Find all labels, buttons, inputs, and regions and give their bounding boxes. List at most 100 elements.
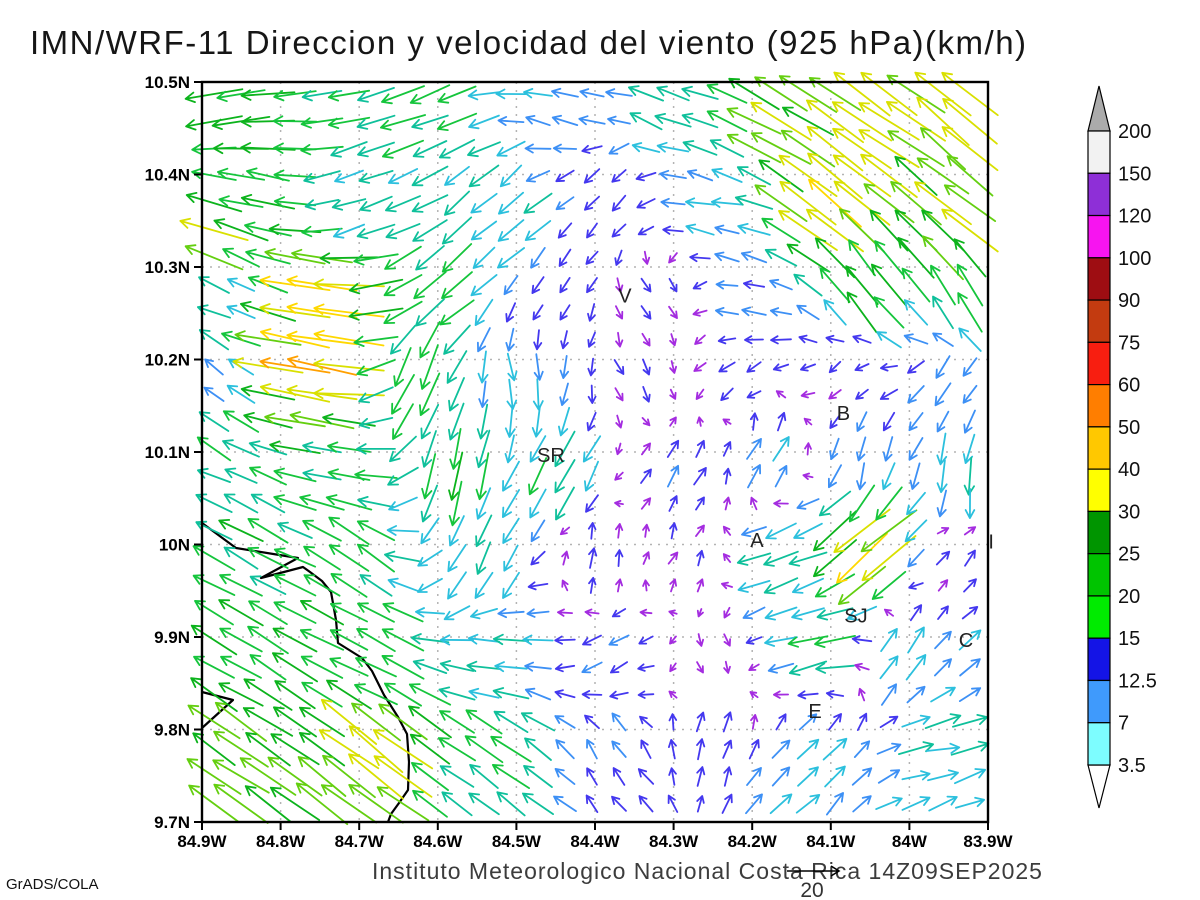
wind-arrow xyxy=(499,164,523,188)
wind-arrow xyxy=(696,416,704,427)
wind-arrow xyxy=(357,87,395,103)
wind-arrow xyxy=(611,795,627,812)
wind-arrow xyxy=(219,627,263,653)
wind-arrow xyxy=(748,739,760,760)
wind-arrow xyxy=(800,390,816,399)
wind-arrow xyxy=(583,168,601,184)
wind-arrow xyxy=(764,635,798,647)
wind-arrow xyxy=(240,194,296,210)
wind-arrow xyxy=(740,251,768,264)
wind-arrow xyxy=(813,539,857,578)
wind-arrow xyxy=(772,436,790,462)
wind-arrow xyxy=(669,662,677,673)
wind-arrow xyxy=(385,195,421,213)
wind-arrow xyxy=(828,464,842,489)
wind-arrow xyxy=(584,195,600,211)
wind-arrow xyxy=(532,304,544,321)
wind-arrow xyxy=(935,355,951,379)
wind-arrow xyxy=(894,155,938,196)
wind-arrow xyxy=(614,387,624,402)
wind-arrow xyxy=(854,363,870,372)
wind-arrow xyxy=(823,299,847,326)
wind-arrow xyxy=(667,551,679,565)
station-label: SR xyxy=(537,445,565,467)
x-tick-label: 84.1W xyxy=(806,832,856,851)
wind-arrow xyxy=(313,358,385,372)
wind-arrow xyxy=(777,411,787,432)
wind-arrow xyxy=(524,143,552,154)
wind-arrow xyxy=(579,88,605,98)
wind-arrow xyxy=(743,280,765,290)
colorbar-segment xyxy=(1087,679,1111,724)
wind-arrow xyxy=(746,767,762,786)
wind-arrow xyxy=(786,243,830,272)
wind-arrow xyxy=(934,382,952,407)
wind-arrow xyxy=(446,350,468,384)
wind-arrow xyxy=(190,624,238,656)
wind-arrow xyxy=(848,484,876,523)
wind-arrow xyxy=(218,195,264,208)
wind-arrow xyxy=(711,167,743,183)
wind-arrow xyxy=(916,157,970,195)
wind-arrow xyxy=(706,110,748,133)
colorbar-segment xyxy=(1087,722,1111,766)
wind-arrow xyxy=(408,683,452,706)
wind-arrow xyxy=(466,660,502,672)
wind-arrow xyxy=(615,305,624,320)
wind-arrow xyxy=(788,551,828,567)
wind-arrow xyxy=(319,252,379,264)
wind-arrow xyxy=(818,490,852,517)
wind-arrow xyxy=(723,766,733,787)
wind-arrow xyxy=(741,306,767,317)
wind-arrow xyxy=(385,223,421,240)
wind-arrow xyxy=(393,347,412,387)
y-tick-label: 10.1N xyxy=(145,443,190,462)
wind-arrow xyxy=(383,300,423,324)
wind-arrow xyxy=(695,439,706,458)
y-tick-label: 10.2N xyxy=(145,351,190,370)
wind-arrow xyxy=(353,253,399,266)
wind-arrow xyxy=(852,334,872,344)
wind-arrow xyxy=(413,271,447,300)
wind-arrow xyxy=(561,579,569,592)
wind-arrow xyxy=(934,630,952,650)
colorbar-label: 120 xyxy=(1118,206,1151,228)
wind-arrow xyxy=(249,466,287,486)
wind-arrow xyxy=(887,130,945,167)
wind-arrow xyxy=(822,737,848,761)
wind-arrow xyxy=(272,115,318,127)
wind-arrow xyxy=(493,710,529,733)
wind-arrow xyxy=(846,291,878,334)
wind-arrow xyxy=(465,709,503,735)
wind-arrow xyxy=(689,253,711,263)
wind-arrow xyxy=(584,460,599,492)
wind-arrow xyxy=(530,550,546,566)
wind-arrow xyxy=(803,417,813,426)
wind-arrow xyxy=(833,508,891,553)
wind-arrow xyxy=(877,769,901,784)
wind-arrow xyxy=(723,660,731,674)
wind-arrow xyxy=(642,523,650,538)
wind-arrow xyxy=(639,715,653,728)
wind-arrow xyxy=(825,334,845,344)
wind-arrow xyxy=(669,578,677,593)
wind-arrow xyxy=(213,730,269,768)
wind-arrow xyxy=(718,361,736,373)
wind-arrow xyxy=(722,418,732,426)
wind-arrow xyxy=(769,278,793,291)
wind-arrow xyxy=(497,116,525,126)
wind-arrow xyxy=(628,85,664,102)
wind-arrow xyxy=(714,251,740,263)
wind-arrow xyxy=(226,384,256,404)
wind-arrow xyxy=(669,635,677,645)
wind-arrow xyxy=(582,435,602,463)
wind-arrow xyxy=(384,682,422,707)
wind-arrow xyxy=(656,141,690,153)
wind-arrow xyxy=(692,280,708,290)
wind-arrow xyxy=(448,377,465,412)
x-tick-label: 84W xyxy=(892,832,928,851)
wind-arrow xyxy=(391,374,415,415)
wind-arrow xyxy=(438,686,476,701)
wind-arrow xyxy=(277,521,313,539)
wind-arrow xyxy=(793,273,823,297)
